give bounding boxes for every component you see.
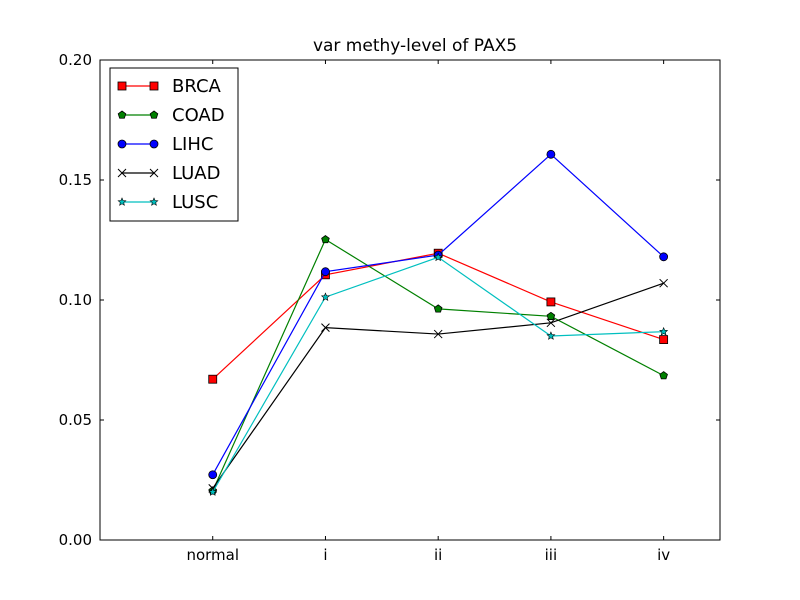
y-tick-label: 0.05 bbox=[59, 411, 92, 429]
x-tick-label: ii bbox=[434, 546, 442, 564]
legend-marker bbox=[117, 110, 127, 119]
legend-marker bbox=[149, 110, 159, 119]
legend-marker bbox=[149, 168, 159, 178]
y-tick-label: 0.20 bbox=[59, 51, 92, 69]
data-point bbox=[321, 323, 330, 332]
y-tick-label: 0.15 bbox=[59, 171, 92, 189]
data-point bbox=[433, 252, 443, 262]
legend-marker bbox=[117, 81, 127, 91]
data-point bbox=[546, 297, 556, 307]
legend-entry: LUAD bbox=[117, 163, 220, 184]
series-layer bbox=[208, 149, 669, 496]
data-point bbox=[659, 252, 669, 262]
data-point bbox=[208, 374, 218, 384]
data-point bbox=[321, 235, 330, 244]
data-point bbox=[659, 278, 668, 288]
series-luad bbox=[208, 278, 668, 493]
y-tick-label: 0.00 bbox=[59, 531, 92, 549]
legend: BRCA COAD LIHC LUAD LUSC bbox=[109, 67, 239, 222]
data-point bbox=[546, 311, 556, 320]
data-point bbox=[659, 371, 668, 380]
legend-marker bbox=[117, 168, 127, 178]
data-point bbox=[659, 326, 669, 336]
legend-entry: BRCA bbox=[117, 76, 222, 97]
legend-entry: LUSC bbox=[117, 192, 218, 213]
legend-entry: LIHC bbox=[117, 134, 213, 155]
x-tick-label: i bbox=[323, 546, 327, 564]
x-tick-label: iii bbox=[545, 546, 558, 564]
legend-marker bbox=[117, 139, 127, 149]
y-axis: 0.00 0.05 0.10 0.15 0.20 bbox=[59, 51, 720, 549]
data-point bbox=[659, 335, 669, 345]
data-point bbox=[546, 318, 556, 328]
data-point bbox=[433, 329, 443, 339]
legend-label: LUSC bbox=[172, 192, 218, 213]
data-point bbox=[546, 149, 556, 159]
legend-label: LIHC bbox=[172, 134, 213, 155]
legend-marker bbox=[149, 81, 159, 91]
legend-marker bbox=[149, 139, 159, 149]
data-point bbox=[208, 470, 218, 480]
data-point bbox=[433, 304, 443, 313]
legend-marker bbox=[117, 197, 127, 206]
data-point bbox=[321, 267, 330, 277]
x-tick-label: iv bbox=[657, 546, 670, 564]
legend-label: BRCA bbox=[172, 76, 222, 97]
data-point bbox=[208, 487, 218, 496]
y-tick-label: 0.10 bbox=[59, 291, 92, 309]
legend-entry: COAD bbox=[117, 105, 225, 126]
legend-label: LUAD bbox=[172, 163, 220, 184]
data-point bbox=[546, 331, 556, 340]
series-lusc bbox=[208, 252, 669, 496]
chart-title: var methy-level of PAX5 bbox=[313, 36, 517, 56]
data-point bbox=[320, 292, 331, 301]
x-tick-label: normal bbox=[186, 546, 239, 564]
legend-marker bbox=[149, 197, 159, 206]
x-axis: normal i ii iii iv bbox=[186, 60, 670, 564]
legend-label: COAD bbox=[172, 105, 225, 126]
